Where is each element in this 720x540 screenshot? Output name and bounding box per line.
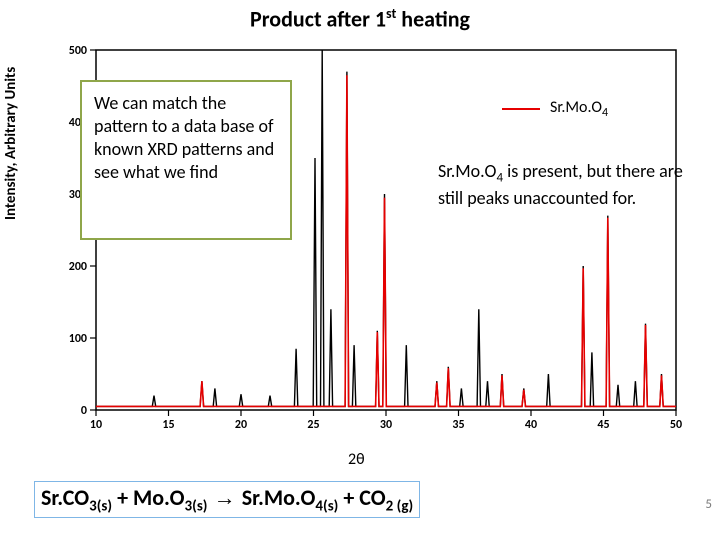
svg-text:20: 20 (235, 418, 247, 432)
svg-text:0: 0 (81, 404, 87, 418)
reaction-equation: Sr.CO3(s) + Mo.O3(s) → Sr.Mo.O4(s) + CO2… (34, 481, 420, 518)
svg-text:10: 10 (90, 418, 102, 432)
svg-text:40: 40 (525, 418, 537, 432)
svg-text:15: 15 (162, 418, 174, 432)
right-annotation: Sr.Mo.O4 is present, but there are still… (438, 160, 698, 209)
title-post: heating (396, 5, 470, 32)
svg-text:100: 100 (69, 332, 87, 346)
y-axis-label: Intensity, Arbitrary Units (2, 67, 20, 220)
svg-text:35: 35 (452, 418, 464, 432)
svg-text:50: 50 (670, 418, 682, 432)
title-sup: st (386, 5, 396, 22)
svg-text:45: 45 (597, 418, 609, 432)
title-pre: Product after 1 (250, 5, 386, 32)
legend-label: Sr.Mo.O4 (550, 98, 608, 120)
x-axis-label: 2θ (348, 450, 365, 469)
svg-text:500: 500 (69, 44, 87, 58)
svg-text:200: 200 (69, 260, 87, 274)
legend: Sr.Mo.O4 (502, 98, 608, 120)
svg-text:25: 25 (307, 418, 319, 432)
chart-title: Product after 1st heating (250, 5, 470, 32)
legend-swatch (502, 108, 540, 110)
svg-text:30: 30 (380, 418, 392, 432)
page-number: 5 (705, 497, 712, 512)
boxed-annotation: We can match the pattern to a data base … (80, 80, 292, 240)
